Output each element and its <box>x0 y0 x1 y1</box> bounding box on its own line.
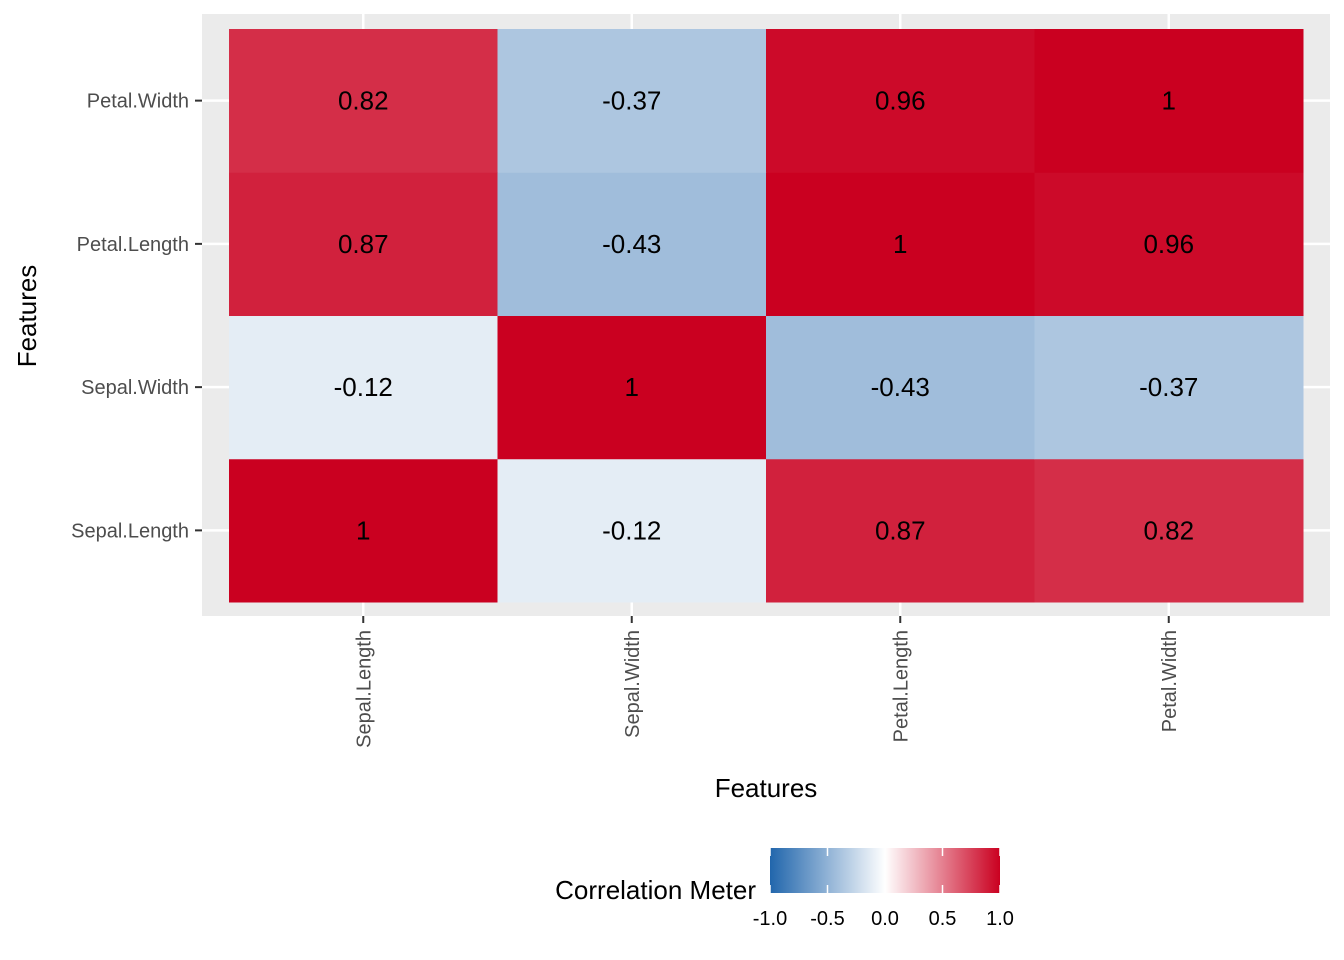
cell-value-label: -0.37 <box>602 86 661 116</box>
heatmap-cell <box>497 458 767 603</box>
cell-value-label: 1 <box>625 372 639 402</box>
x-tick-label: Sepal.Width <box>622 630 644 738</box>
heatmap-cell <box>766 458 1035 603</box>
x-axis: Sepal.Length Sepal.Width Petal.Length Petal… <box>353 616 1181 748</box>
legend-tick-label: -1.0 <box>753 908 787 930</box>
legend-tick-label: 1.0 <box>986 908 1014 930</box>
heatmap-cell <box>1034 29 1304 173</box>
heatmap-cell <box>497 315 767 460</box>
heatmap-cell <box>497 172 767 316</box>
cell-value-label: -0.43 <box>871 372 930 402</box>
heatmap-cell <box>229 29 498 173</box>
cell-value-label: -0.12 <box>602 515 661 545</box>
y-tick-label: Sepal.Length <box>71 520 189 542</box>
cell-value-label: 0.96 <box>875 86 926 116</box>
y-tick-label: Petal.Width <box>87 91 189 113</box>
cell-value-label: 0.87 <box>875 515 926 545</box>
cell-value-label: 0.82 <box>338 86 389 116</box>
cell-value-label: -0.43 <box>602 229 661 259</box>
cell-value-label: -0.12 <box>334 372 393 402</box>
cell-value-label: 1 <box>356 515 370 545</box>
heatmap-cell <box>766 172 1035 316</box>
x-axis-title: Features <box>715 773 818 803</box>
heatmap-cell <box>229 315 498 460</box>
heatmap-cell <box>229 458 498 603</box>
heatmap-cell-labels: 1 -0.12 0.87 0.82 -0.12 1 -0.43 -0.37 0.87 -0.43 1… <box>334 86 1199 546</box>
legend-tick-label: -0.5 <box>810 908 844 930</box>
heatmap-cell <box>1034 315 1304 460</box>
cell-value-label: 0.87 <box>338 229 389 259</box>
cell-value-label: 1 <box>893 229 907 259</box>
x-tick-label: Petal.Length <box>890 630 912 742</box>
heatmap-cell <box>1034 458 1304 603</box>
y-axis-title: Features <box>12 265 42 368</box>
heatmap-cell <box>1034 172 1304 316</box>
heatmap-cell <box>766 315 1035 460</box>
cell-value-label: -0.37 <box>1139 372 1198 402</box>
y-axis: Sepal.Length Sepal.Width Petal.Length Petal… <box>71 91 202 542</box>
y-tick-label: Sepal.Width <box>81 377 189 399</box>
heatmap-cell <box>229 172 498 316</box>
x-tick-label: Petal.Width <box>1159 630 1181 732</box>
y-tick-label: Petal.Length <box>77 234 189 256</box>
heatmap-cells <box>229 29 1304 603</box>
heatmap-cell <box>497 29 767 173</box>
legend-title: Correlation Meter <box>555 875 756 905</box>
legend: Correlation Meter -1.0 -0.5 0.0 0.5 1.0 <box>555 848 1014 930</box>
cell-value-label: 1 <box>1162 86 1176 116</box>
legend-tick-label: 0.0 <box>871 908 899 930</box>
legend-tick-label: 0.5 <box>929 908 957 930</box>
cell-value-label: 0.96 <box>1143 229 1194 259</box>
heatmap-cell <box>766 29 1035 173</box>
legend-ticks: -1.0 -0.5 0.0 0.5 1.0 <box>753 848 1014 930</box>
x-tick-label: Sepal.Length <box>353 630 375 748</box>
cell-value-label: 0.82 <box>1143 515 1194 545</box>
